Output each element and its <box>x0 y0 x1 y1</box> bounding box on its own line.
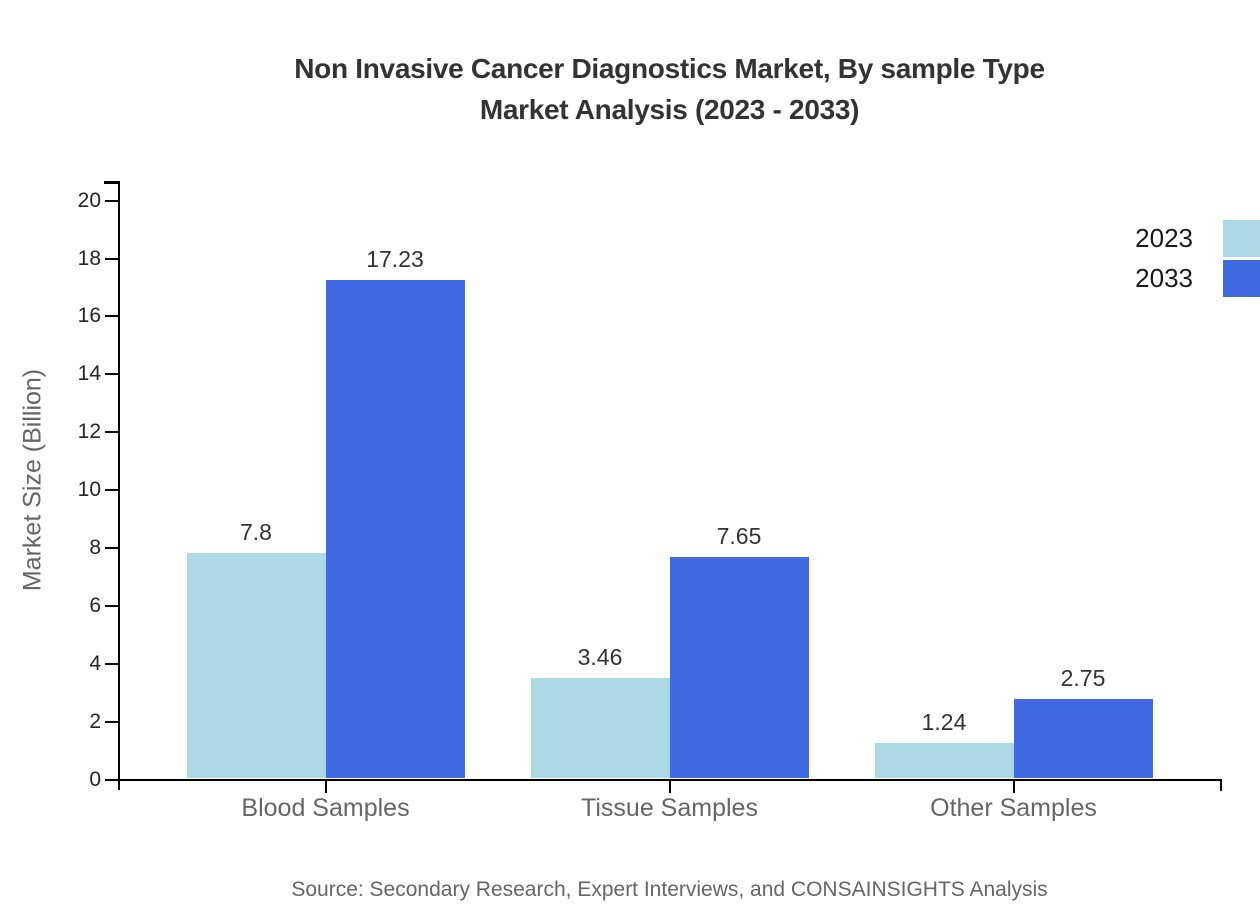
y-axis-top-cap <box>104 181 120 184</box>
x-axis-tick <box>324 780 327 793</box>
chart-title-line2: Market Analysis (2023 - 2033) <box>479 94 860 125</box>
y-axis-tick-label: 18 <box>77 246 101 270</box>
y-axis-tick <box>105 431 118 434</box>
y-axis-tick <box>105 778 118 781</box>
x-axis-tick <box>668 780 671 793</box>
y-axis-tick-label: 20 <box>77 188 101 212</box>
y-axis-tick-label: 8 <box>89 535 101 559</box>
bar-2033-tissue-samples <box>669 557 809 779</box>
bar-value-label: 7.65 <box>716 523 762 550</box>
legend-swatch-2033 <box>1223 260 1260 297</box>
bar-2033-other-samples <box>1013 698 1153 779</box>
bar-2023-tissue-samples <box>530 678 670 779</box>
bar-value-label: 1.24 <box>921 708 967 735</box>
legend-label: 2033 <box>1135 263 1193 293</box>
y-axis-tick-label: 0 <box>89 767 101 791</box>
y-axis-tick <box>105 546 118 549</box>
x-axis-category-label: Tissue Samples <box>581 794 758 822</box>
y-axis-tick-label: 16 <box>77 304 101 328</box>
y-axis-tick <box>105 489 118 492</box>
x-axis-category-label: Other Samples <box>930 794 1097 822</box>
legend-swatch-2023 <box>1223 220 1260 257</box>
legend-label: 2023 <box>1135 223 1193 253</box>
bar-2033-blood-samples <box>325 279 465 779</box>
bar-value-label: 2.75 <box>1060 664 1106 691</box>
source-note: Source: Secondary Research, Expert Inter… <box>291 878 1048 901</box>
x-axis-tick <box>1012 780 1015 793</box>
y-axis-tick-label: 10 <box>77 478 101 502</box>
y-axis-tick <box>105 315 118 318</box>
y-axis-tick <box>105 662 118 665</box>
bar-value-label: 17.23 <box>366 245 424 272</box>
y-axis-tick-label: 2 <box>89 709 101 733</box>
y-axis-tick-label: 4 <box>89 651 101 675</box>
bar-2023-blood-samples <box>186 552 326 779</box>
y-axis-tick <box>105 720 118 723</box>
y-axis-tick-label: 12 <box>77 420 101 444</box>
y-axis-tick-label: 14 <box>77 362 101 386</box>
x-axis-category-label: Blood Samples <box>241 794 410 822</box>
y-axis-line <box>117 181 120 790</box>
x-axis-line <box>117 778 1222 781</box>
bar-value-label: 7.8 <box>240 518 272 545</box>
chart-title: Non Invasive Cancer Diagnostics Market, … <box>117 48 1222 130</box>
bar-value-label: 3.46 <box>577 644 623 671</box>
y-axis-tick <box>105 257 118 260</box>
y-axis-tick <box>105 604 118 607</box>
y-axis-tick <box>105 373 118 376</box>
chart-title-line1: Non Invasive Cancer Diagnostics Market, … <box>294 53 1045 84</box>
bar-2023-other-samples <box>874 742 1014 779</box>
x-axis-right-cap <box>1219 778 1222 791</box>
y-axis-tick <box>105 199 118 202</box>
y-axis-tick-label: 6 <box>89 593 101 617</box>
